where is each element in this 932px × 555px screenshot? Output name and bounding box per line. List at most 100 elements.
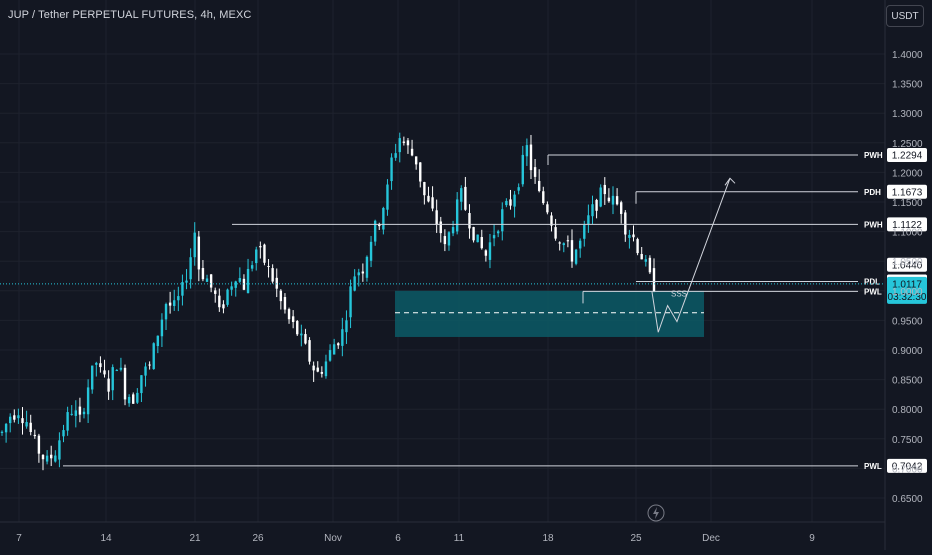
candle [583,220,586,247]
candle [136,388,139,405]
candle-body [156,335,160,347]
levels: PWH1.2294PDH1.1673PWH1.1122PDL1.0158PWLP… [63,147,927,473]
candle [320,366,324,378]
candle [95,361,98,377]
flash-icon-bolt [653,507,659,519]
candle [275,268,278,298]
candle-body [238,278,242,282]
candle [185,269,188,290]
y-tick-label: 0.8000 [892,405,923,416]
currency-button[interactable]: USDT [886,5,924,27]
candle [431,186,434,212]
candle-body [164,304,168,320]
candle-body [312,365,315,371]
candle [476,234,479,243]
candle [226,288,229,307]
candle-body [119,367,123,370]
level-price-label: 1.2294 [892,150,923,161]
candle-body [607,197,611,202]
candle [62,424,65,443]
candle [119,357,123,372]
candle [652,258,656,293]
level-name: PWH [864,220,883,229]
candle [66,406,69,436]
y-tick-label: 1.2000 [892,168,923,179]
candle-body [222,304,225,309]
candle [54,450,57,463]
candle [312,361,315,382]
candle [443,229,447,252]
x-tick-label: 26 [252,533,264,544]
candle [546,201,549,215]
candle-body [513,194,516,207]
candle [33,429,37,439]
y-tick-label: 0.7000 [892,464,923,475]
candle-body [345,320,348,333]
candle [566,235,570,248]
candle-body [644,259,647,262]
candle-body [640,253,643,260]
current-price-label: 1.0117 [892,279,922,290]
candle [4,422,8,443]
flash-icon[interactable] [647,504,665,522]
candle-body [255,249,258,264]
candle-body [230,286,233,290]
candle [570,229,574,268]
candle-body [394,153,397,158]
y-tick-label: 0.9000 [892,346,923,357]
candle-body [357,272,360,276]
candle [45,450,49,465]
candle-body [107,378,110,392]
candle-body [472,227,475,241]
candle-body [369,241,373,261]
grid [0,0,885,522]
candle [369,235,373,268]
candle [41,454,45,471]
arrow-head-icon [724,177,736,186]
candle-body [373,220,377,242]
candle-body [132,394,135,404]
demand-zone [395,290,704,337]
candle [168,291,172,314]
candle [123,364,127,406]
candle-body [209,274,213,288]
y-tick-label: 1.0000 [892,287,923,298]
candle-body [58,440,61,460]
candle [492,224,496,247]
candle-body [570,240,574,262]
candle [611,186,615,215]
candle [50,445,53,467]
candle [283,293,287,314]
candle-body [214,290,217,294]
candle [603,177,606,205]
candle [636,237,639,256]
candle-body [537,180,541,191]
candle [103,359,106,378]
candle [595,198,598,219]
candle-body [279,290,283,302]
candle-body [173,300,176,306]
candle [148,361,151,370]
y-tick-label: 1.3000 [892,109,923,120]
candle [13,409,16,423]
y-tick-label: 1.3500 [892,80,923,91]
candle-body [501,209,504,232]
candle [300,324,303,347]
candle [287,307,291,324]
candle-body [115,370,119,372]
candle-body [136,392,139,403]
candle [435,199,438,233]
candle-body [574,249,578,264]
candle [17,408,20,424]
candle-body [406,140,410,146]
candle [222,300,225,314]
candle-body [423,182,426,196]
candle-body [652,268,656,292]
candle [615,188,619,206]
candle [74,400,78,428]
candle-body [320,371,324,374]
candle-body [492,235,496,239]
